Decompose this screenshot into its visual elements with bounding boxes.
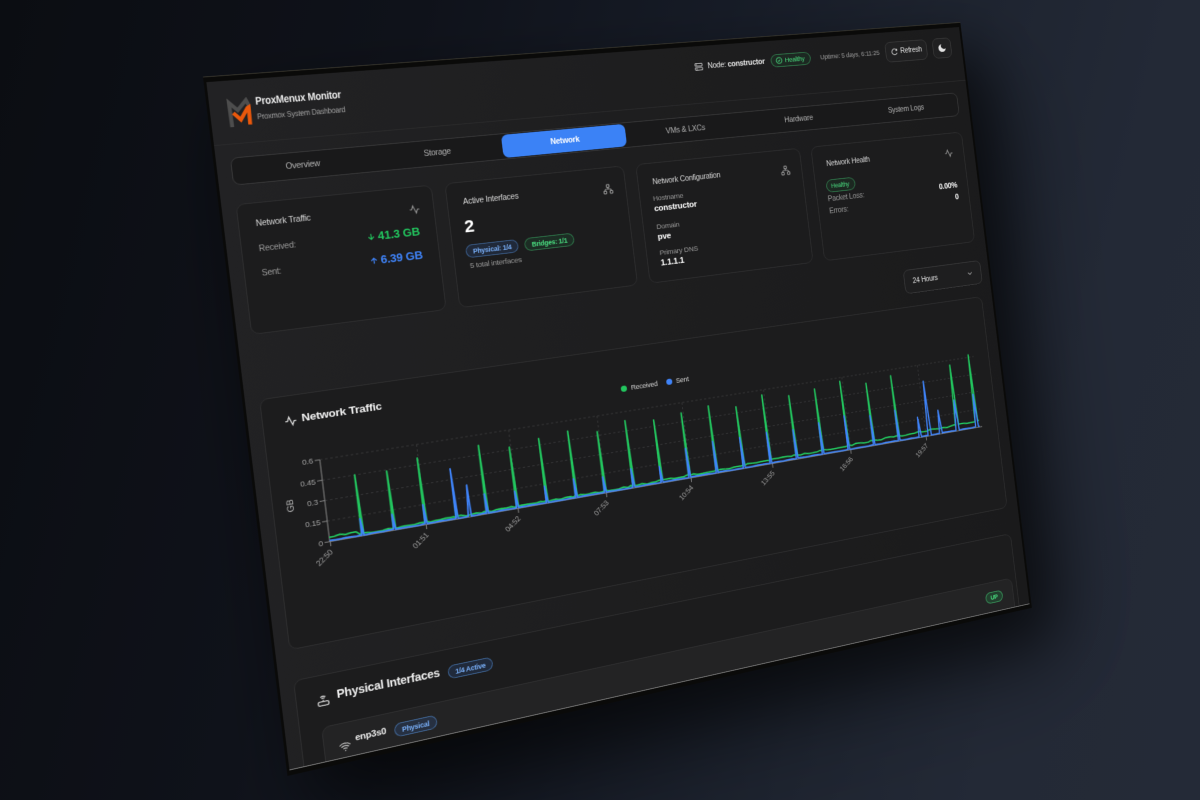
svg-text:13:55: 13:55 [759,469,776,487]
svg-text:0.3: 0.3 [307,497,319,508]
svg-text:GB: GB [285,499,297,513]
svg-text:22:50: 22:50 [314,547,335,567]
svg-text:0.45: 0.45 [300,477,317,489]
svg-text:0.15: 0.15 [305,518,322,530]
svg-text:04:52: 04:52 [503,514,523,534]
svg-text:0: 0 [318,538,324,548]
svg-text:01:51: 01:51 [410,530,430,550]
svg-text:16:56: 16:56 [838,455,855,473]
svg-text:0.6: 0.6 [302,456,314,467]
svg-text:07:53: 07:53 [592,498,611,517]
svg-text:19:57: 19:57 [914,441,930,459]
svg-text:10:54: 10:54 [677,483,695,502]
